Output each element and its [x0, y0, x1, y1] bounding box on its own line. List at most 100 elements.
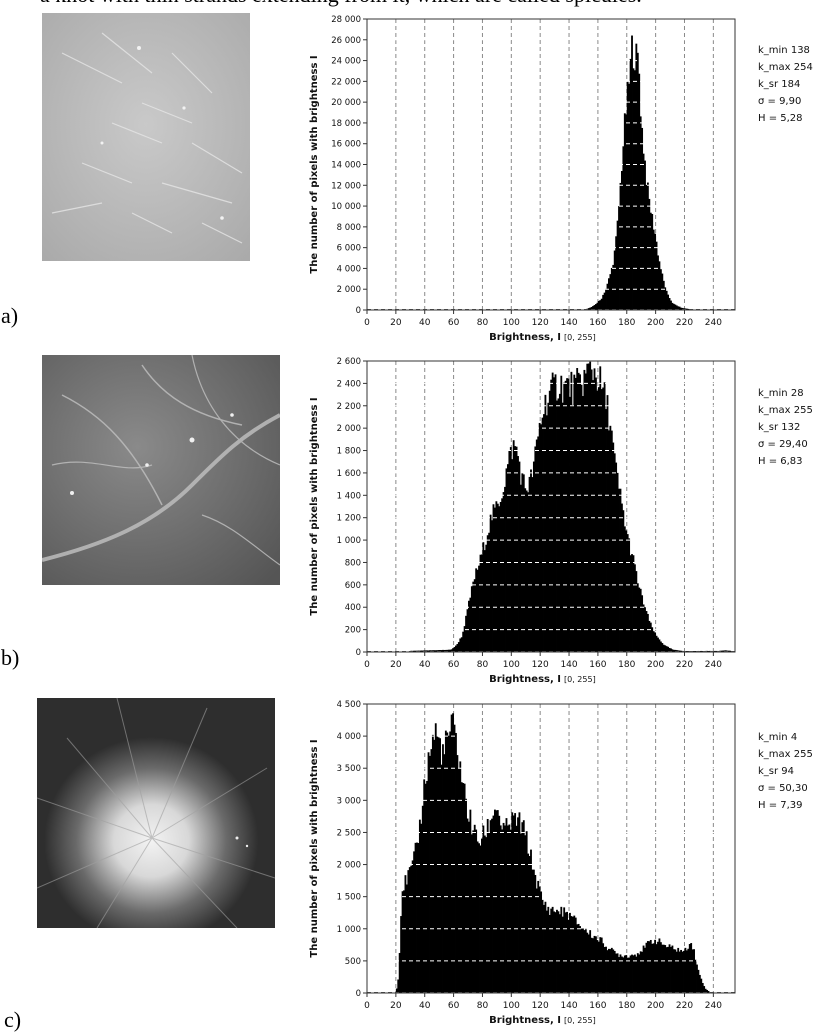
y-tick-label: 2 000 — [337, 285, 361, 295]
histogram-chart-c: 0 500 1 000 1 500 2 000 2 500 3 000 3 500 4 000 4… — [305, 698, 747, 1031]
x-axis-label: Brightness, I — [489, 674, 561, 685]
x-tick-label: 120 — [532, 660, 549, 670]
x-axis-label: Brightness, I — [489, 332, 561, 343]
x-tick-label: 200 — [647, 660, 664, 670]
y-tick-label: 20 000 — [331, 98, 361, 108]
stat-k-sr: k_sr 132 — [758, 419, 813, 436]
x-tick-label: 60 — [448, 318, 460, 328]
y-tick-label: 200 — [345, 626, 361, 636]
x-tick-label: 220 — [676, 1001, 693, 1011]
stat-k-max: k_max 255 — [758, 746, 813, 763]
x-tick-label: 140 — [560, 660, 577, 670]
x-tick-label: 200 — [647, 1001, 664, 1011]
x-tick-label: 40 — [419, 660, 431, 670]
y-tick-label: 4 000 — [337, 264, 361, 274]
stat-sigma: σ = 9,90 — [758, 93, 813, 110]
x-tick-label: 160 — [589, 318, 606, 328]
x-tick-label: 100 — [503, 318, 520, 328]
y-tick-label: 24 000 — [331, 57, 361, 67]
x-tick-label: 120 — [532, 318, 549, 328]
y-tick-label: 14 000 — [331, 161, 361, 171]
y-tick-label: 500 — [345, 957, 361, 967]
y-tick-label: 4 000 — [337, 732, 361, 742]
x-axis-range: [0, 255] — [564, 675, 596, 684]
y-tick-label: 3 000 — [337, 796, 361, 806]
x-tick-label: 200 — [647, 318, 664, 328]
y-axis-label: The number of pixels with brightness I — [309, 55, 320, 273]
x-tick-label: 220 — [676, 660, 693, 670]
y-axis-label: The number of pixels with brightness I — [309, 397, 320, 615]
y-tick-label: 10 000 — [331, 202, 361, 212]
y-tick-label: 600 — [345, 581, 361, 591]
y-tick-label: 0 — [356, 989, 361, 999]
mammogram-thumbnail-c — [37, 698, 275, 928]
x-tick-label: 20 — [390, 318, 402, 328]
mammogram-thumbnail-a — [42, 13, 250, 261]
x-tick-label: 80 — [477, 660, 489, 670]
x-tick-label: 60 — [448, 660, 460, 670]
y-tick-label: 2 400 — [337, 379, 361, 389]
y-tick-label: 8 000 — [337, 223, 361, 233]
stat-k-min: k_min 28 — [758, 385, 813, 402]
stat-k-max: k_max 255 — [758, 402, 813, 419]
panel-label-c: c) — [4, 1007, 21, 1033]
x-tick-label: 180 — [618, 660, 635, 670]
x-tick-label: 160 — [589, 1001, 606, 1011]
y-tick-label: 6 000 — [337, 244, 361, 254]
mammogram-thumbnail-b — [42, 355, 280, 585]
x-tick-label: 60 — [448, 1001, 460, 1011]
stat-k-min: k_min 4 — [758, 729, 813, 746]
x-tick-label: 160 — [589, 660, 606, 670]
stat-sigma: σ = 29,40 — [758, 436, 813, 453]
x-tick-label: 40 — [419, 318, 431, 328]
y-tick-label: 1 400 — [337, 491, 361, 501]
x-tick-label: 20 — [390, 1001, 402, 1011]
y-tick-label: 26 000 — [331, 36, 361, 46]
y-tick-label: 18 000 — [331, 119, 361, 129]
x-tick-label: 240 — [705, 1001, 722, 1011]
y-tick-label: 2 600 — [337, 357, 361, 367]
y-tick-label: 2 500 — [337, 828, 361, 838]
stat-entropy: H = 5,28 — [758, 110, 813, 127]
stats-panel-b: k_min 28 k_max 255 k_sr 132 σ = 29,40 H … — [758, 385, 813, 470]
y-tick-label: 0 — [356, 306, 361, 316]
stats-panel-c: k_min 4 k_max 255 k_sr 94 σ = 50,30 H = … — [758, 729, 813, 814]
y-tick-label: 1 600 — [337, 469, 361, 479]
y-tick-label: 1 500 — [337, 893, 361, 903]
y-tick-label: 16 000 — [331, 140, 361, 150]
x-tick-label: 80 — [477, 318, 489, 328]
y-tick-label: 4 500 — [337, 700, 361, 710]
y-tick-label: 1 000 — [337, 536, 361, 546]
y-tick-label: 2 000 — [337, 861, 361, 871]
panel-label-a: a) — [1, 303, 18, 329]
y-tick-label: 2 200 — [337, 402, 361, 412]
x-tick-label: 220 — [676, 318, 693, 328]
x-tick-label: 100 — [503, 1001, 520, 1011]
x-tick-label: 120 — [532, 1001, 549, 1011]
panel-label-b: b) — [1, 645, 19, 671]
stat-k-min: k_min 138 — [758, 42, 813, 59]
stat-entropy: H = 7,39 — [758, 797, 813, 814]
y-tick-label: 2 000 — [337, 424, 361, 434]
x-axis-label: Brightness, I — [489, 1015, 561, 1026]
y-tick-label: 1 800 — [337, 447, 361, 457]
x-tick-label: 0 — [364, 660, 370, 670]
x-tick-label: 20 — [390, 660, 402, 670]
y-tick-label: 22 000 — [331, 77, 361, 87]
y-tick-label: 3 500 — [337, 764, 361, 774]
y-tick-label: 0 — [356, 648, 361, 658]
x-tick-label: 240 — [705, 660, 722, 670]
stat-k-max: k_max 254 — [758, 59, 813, 76]
x-tick-label: 180 — [618, 1001, 635, 1011]
x-tick-label: 100 — [503, 660, 520, 670]
stat-k-sr: k_sr 94 — [758, 763, 813, 780]
x-tick-label: 40 — [419, 1001, 431, 1011]
stat-sigma: σ = 50,30 — [758, 780, 813, 797]
x-tick-label: 140 — [560, 318, 577, 328]
y-tick-label: 800 — [345, 558, 361, 568]
y-tick-label: 1 000 — [337, 925, 361, 935]
x-tick-label: 140 — [560, 1001, 577, 1011]
x-axis-range: [0, 255] — [564, 1016, 596, 1025]
